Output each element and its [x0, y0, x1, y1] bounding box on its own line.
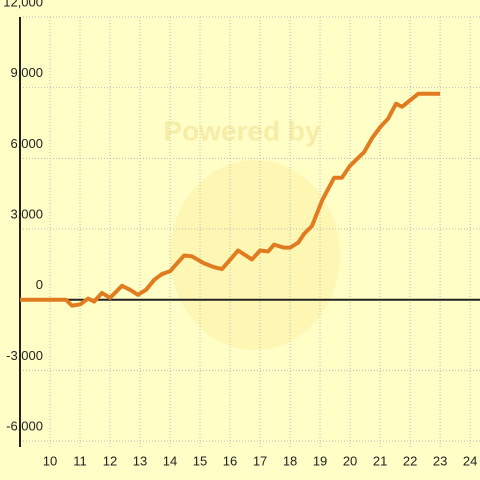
- y-tick-label: 12,000: [3, 0, 43, 9]
- line: [20, 91, 441, 308]
- y-tick-label: -3,000: [6, 348, 43, 363]
- x-tick-label: 24: [463, 453, 477, 468]
- x-tick-label: 14: [163, 453, 177, 468]
- y-tick-label: -6,000: [6, 419, 43, 434]
- y-tick-label: 3,000: [10, 206, 43, 221]
- x-tick-label: 16: [223, 453, 237, 468]
- y-tick-label: 9,000: [10, 65, 43, 80]
- x-tick-label: 22: [403, 453, 417, 468]
- x-tick-label: 23: [433, 453, 447, 468]
- x-tick-label: 18: [283, 453, 297, 468]
- x-tick-label: 15: [193, 453, 207, 468]
- x-tick-label: 10: [43, 453, 57, 468]
- watermark: Powered by: [163, 115, 321, 146]
- x-tick-label: 11: [73, 453, 87, 468]
- x-tick-label: 19: [313, 453, 327, 468]
- x-tick-label: 17: [253, 453, 267, 468]
- x-tick-label: 12: [103, 453, 117, 468]
- x-tick-label: 13: [133, 453, 147, 468]
- x-tick-label: 20: [343, 453, 357, 468]
- y-tick-label: 6,000: [10, 136, 43, 151]
- y-tick-label: 0: [36, 277, 43, 292]
- x-tick-label: 21: [373, 453, 387, 468]
